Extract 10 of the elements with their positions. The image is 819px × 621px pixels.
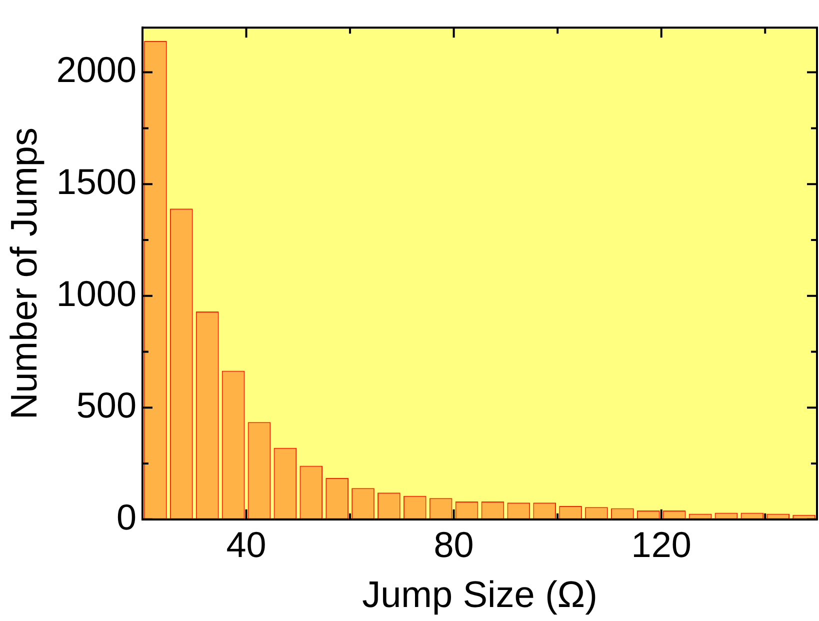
y-tick-label: 1500: [56, 161, 136, 202]
y-tick-label: 2000: [56, 49, 136, 90]
x-axis-title: Jump Size (Ω): [362, 574, 598, 616]
x-tick-label: 80: [434, 524, 474, 565]
x-tick-label: 120: [631, 524, 692, 565]
y-axis-title: Number of Jumps: [3, 128, 44, 420]
y-tick-label: 500: [76, 384, 136, 426]
y-tick-label: 1000: [56, 272, 136, 314]
y-tick-label: 0: [116, 496, 136, 538]
x-tick-label: 40: [226, 524, 266, 565]
